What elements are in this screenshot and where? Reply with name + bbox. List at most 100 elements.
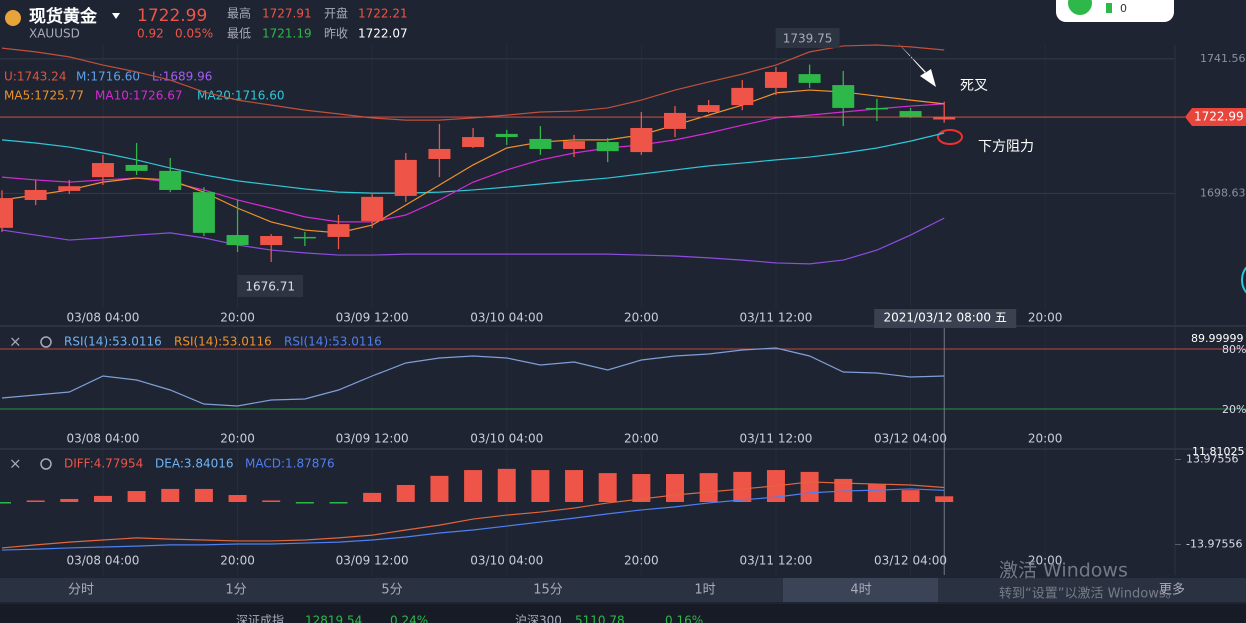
time-label: 20:00 (220, 432, 255, 446)
macd-bar (430, 475, 449, 503)
ma-label: MA20:1716.60 (197, 89, 285, 103)
boll-label: U:1743.24 (4, 70, 66, 84)
close-icon[interactable]: × (9, 455, 22, 473)
instrument-name[interactable]: 现货黄金 (29, 6, 98, 27)
candle-body (563, 141, 586, 149)
time-label: 03/10 04:00 (470, 432, 543, 446)
ticker-bar (0, 604, 1246, 623)
time-label: 03/12 04:00 (874, 554, 947, 568)
candle-body (596, 142, 619, 152)
tab[interactable]: 5分 (381, 583, 402, 598)
ticker-item: 0.24% (390, 614, 428, 623)
candle-body (58, 186, 81, 191)
candle-body (192, 192, 215, 233)
crosshair-box (874, 309, 1017, 328)
time-label: 03/09 12:00 (336, 311, 409, 325)
candle-body (899, 111, 922, 118)
rsi-legend: RSI(14):53.0116 (174, 335, 272, 349)
candle-body (260, 235, 283, 246)
macd-bar (598, 473, 617, 503)
annotation: 下方阻力 (978, 139, 1034, 155)
tab[interactable]: 4时 (850, 583, 871, 598)
rsi-top-label: 89.99999 (1191, 332, 1244, 345)
high-label: 最高 (227, 6, 251, 21)
time-label: 03/08 04:00 (66, 432, 139, 446)
ticker-item: 5110.78 (575, 614, 625, 623)
candle-body (630, 127, 653, 153)
tab[interactable]: 1时 (694, 583, 715, 598)
ticker-item: 0.16% (665, 614, 703, 623)
indicator-line (1, 217, 945, 265)
macd-bar (295, 502, 314, 504)
dea-line (1, 488, 945, 551)
gold-icon (5, 10, 21, 26)
time-label: 20:00 (1028, 432, 1063, 446)
indicator-line (1, 89, 945, 234)
macd-bar (834, 478, 853, 503)
macd-bar (565, 470, 584, 503)
macd-bar (363, 492, 382, 503)
dynamic-layer: 03/08 04:00 20:00 03/09 12:00 03/10 04:00 20… (0, 28, 1246, 623)
time-label: 20:00 (624, 311, 659, 325)
time-label: 20:00 (1028, 311, 1063, 325)
change-pct: 0.05% (175, 27, 213, 41)
candle-body (664, 112, 686, 129)
close-icon[interactable]: × (9, 333, 22, 351)
time-label: 03/09 12:00 (336, 554, 409, 568)
y-tick-label: -13.97556 (1186, 538, 1242, 551)
macd-bar (733, 471, 752, 503)
dropdown-icon[interactable] (112, 13, 120, 19)
label-box (237, 275, 304, 297)
side-button[interactable] (1241, 260, 1246, 300)
label-box (775, 28, 840, 48)
high-label: 1739.75 (783, 32, 833, 46)
time-label: 03/10 04:00 (470, 311, 543, 325)
settings-icon[interactable] (40, 458, 52, 470)
arrow (897, 42, 936, 87)
candle-body (832, 85, 855, 108)
macd-legend: MACD:1.87876 (245, 457, 335, 471)
open: 1722.21 (358, 7, 408, 21)
time-label: 03/09 12:00 (336, 432, 409, 446)
price-badge (1185, 108, 1246, 127)
macd-bar (0, 502, 11, 504)
time-label: 03/11 12:00 (739, 554, 812, 568)
time-label: 03/12 04:00 (874, 432, 947, 446)
candle-body (293, 236, 316, 239)
boll-label: M:1716.60 (76, 70, 140, 84)
low: 1721.19 (262, 27, 312, 41)
macd-bar (935, 496, 954, 503)
macd-bar (497, 468, 516, 503)
settings-icon[interactable] (40, 336, 52, 348)
candle-body (159, 170, 182, 190)
candle-body (24, 189, 47, 200)
tab[interactable]: 15分 (533, 583, 563, 598)
candle-body (731, 87, 754, 106)
time-label: 20:00 (624, 432, 659, 446)
time-label: 20:00 (220, 311, 255, 325)
macd-bar (632, 474, 651, 503)
boll-label: L:1689.96 (152, 70, 212, 84)
y-tick-label: 13.97556 (1186, 453, 1239, 466)
y-tick-label: 1698.63 (1200, 186, 1246, 199)
candle-body (226, 235, 249, 246)
widget-count: 0 (1120, 2, 1127, 15)
symbol: XAUUSD (29, 27, 80, 41)
ticker-item: 沪深300 (515, 614, 562, 623)
macd-top-label: 11.81025 (1192, 445, 1245, 458)
candle-body (394, 159, 417, 196)
price-badge-text: 1722.99 (1194, 110, 1244, 124)
time-label: 03/11 12:00 (739, 311, 812, 325)
tab[interactable]: 分时 (68, 583, 94, 598)
ticker-item: 12819.54 (305, 614, 362, 623)
macd-bar (666, 474, 684, 503)
watermark: 转到“设置”以激活 Windows。 (999, 587, 1179, 602)
tab[interactable]: 更多 (1159, 582, 1185, 598)
candle-body (361, 196, 384, 221)
candle-body (529, 138, 552, 149)
ma-label: MA10:1726.67 (95, 89, 183, 103)
macd-bar (531, 470, 550, 503)
circle-mark (937, 129, 963, 145)
tab[interactable]: 1分 (225, 583, 246, 598)
